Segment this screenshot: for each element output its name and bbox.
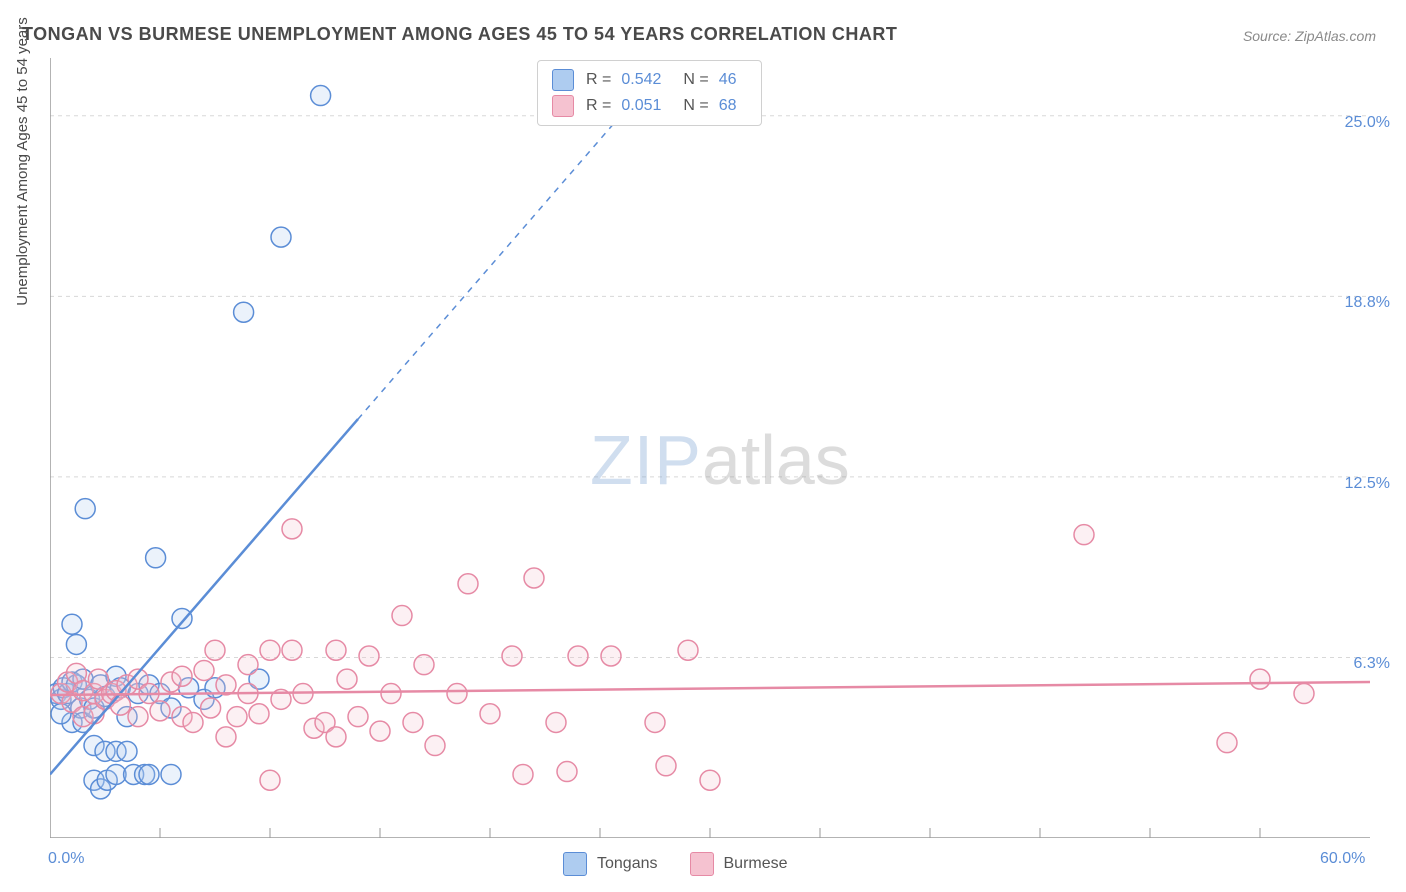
x-tick-label: 60.0% — [1320, 850, 1365, 868]
r-value: 0.542 — [621, 67, 661, 93]
data-point — [326, 727, 346, 747]
r-value: 0.051 — [621, 93, 661, 119]
data-point — [645, 712, 665, 732]
r-label: R = — [586, 93, 611, 119]
y-tick-label: 18.8% — [1310, 294, 1390, 312]
data-point — [700, 770, 720, 790]
y-tick-label: 6.3% — [1310, 655, 1390, 673]
data-point — [139, 764, 159, 784]
data-point — [1074, 525, 1094, 545]
data-point — [1217, 733, 1237, 753]
data-point — [146, 548, 166, 568]
legend-series-label: Tongans — [597, 855, 658, 873]
data-point — [403, 712, 423, 732]
data-point — [678, 640, 698, 660]
data-point — [546, 712, 566, 732]
data-point — [172, 666, 192, 686]
data-point — [348, 707, 368, 727]
data-point — [216, 675, 236, 695]
legend-swatch — [552, 95, 574, 117]
data-point — [414, 655, 434, 675]
stats-legend: R = 0.542 N = 46 R = 0.051 N = 68 — [537, 60, 762, 126]
data-point — [381, 684, 401, 704]
data-point — [447, 684, 467, 704]
data-point — [425, 736, 445, 756]
y-tick-label: 25.0% — [1310, 114, 1390, 132]
data-point — [480, 704, 500, 724]
data-point — [1294, 684, 1314, 704]
n-value: 46 — [719, 67, 737, 93]
r-label: R = — [586, 67, 611, 93]
data-point — [557, 762, 577, 782]
n-value: 68 — [719, 93, 737, 119]
data-point — [172, 608, 192, 628]
legend-swatch — [690, 852, 714, 876]
legend-swatch — [552, 69, 574, 91]
data-point — [66, 634, 86, 654]
data-point — [524, 568, 544, 588]
data-point — [601, 646, 621, 666]
stats-legend-row: R = 0.051 N = 68 — [552, 93, 747, 119]
y-axis-label: Unemployment Among Ages 45 to 54 years — [14, 17, 31, 306]
series-legend: Tongans Burmese — [563, 852, 810, 876]
data-point — [216, 727, 236, 747]
data-point — [238, 655, 258, 675]
data-point — [249, 704, 269, 724]
data-point — [458, 574, 478, 594]
data-point — [392, 606, 412, 626]
data-point — [260, 640, 280, 660]
stats-legend-row: R = 0.542 N = 46 — [552, 67, 747, 93]
data-point — [271, 227, 291, 247]
data-point — [117, 741, 137, 761]
source-attribution: Source: ZipAtlas.com — [1243, 28, 1376, 44]
data-point — [161, 764, 181, 784]
data-point — [337, 669, 357, 689]
data-point — [513, 764, 533, 784]
data-point — [282, 640, 302, 660]
data-point — [282, 519, 302, 539]
data-point — [311, 86, 331, 106]
data-point — [205, 640, 225, 660]
data-point — [234, 302, 254, 322]
data-point — [62, 614, 82, 634]
data-point — [656, 756, 676, 776]
data-point — [183, 712, 203, 732]
chart-title: TONGAN VS BURMESE UNEMPLOYMENT AMONG AGE… — [22, 24, 897, 45]
scatter-plot — [50, 58, 1370, 838]
data-point — [75, 499, 95, 519]
legend-series-label: Burmese — [724, 855, 788, 873]
data-point — [194, 660, 214, 680]
n-label: N = — [683, 93, 708, 119]
data-point — [568, 646, 588, 666]
data-point — [260, 770, 280, 790]
data-point — [128, 707, 148, 727]
data-point — [359, 646, 379, 666]
data-point — [110, 695, 130, 715]
data-point — [502, 646, 522, 666]
data-point — [150, 701, 170, 721]
data-point — [370, 721, 390, 741]
data-point — [326, 640, 346, 660]
data-point — [1250, 669, 1270, 689]
legend-swatch — [563, 852, 587, 876]
trend-line-extension — [358, 101, 633, 419]
n-label: N = — [683, 67, 708, 93]
data-point — [201, 698, 221, 718]
x-tick-label: 0.0% — [48, 850, 84, 868]
data-point — [227, 707, 247, 727]
y-tick-label: 12.5% — [1310, 475, 1390, 493]
